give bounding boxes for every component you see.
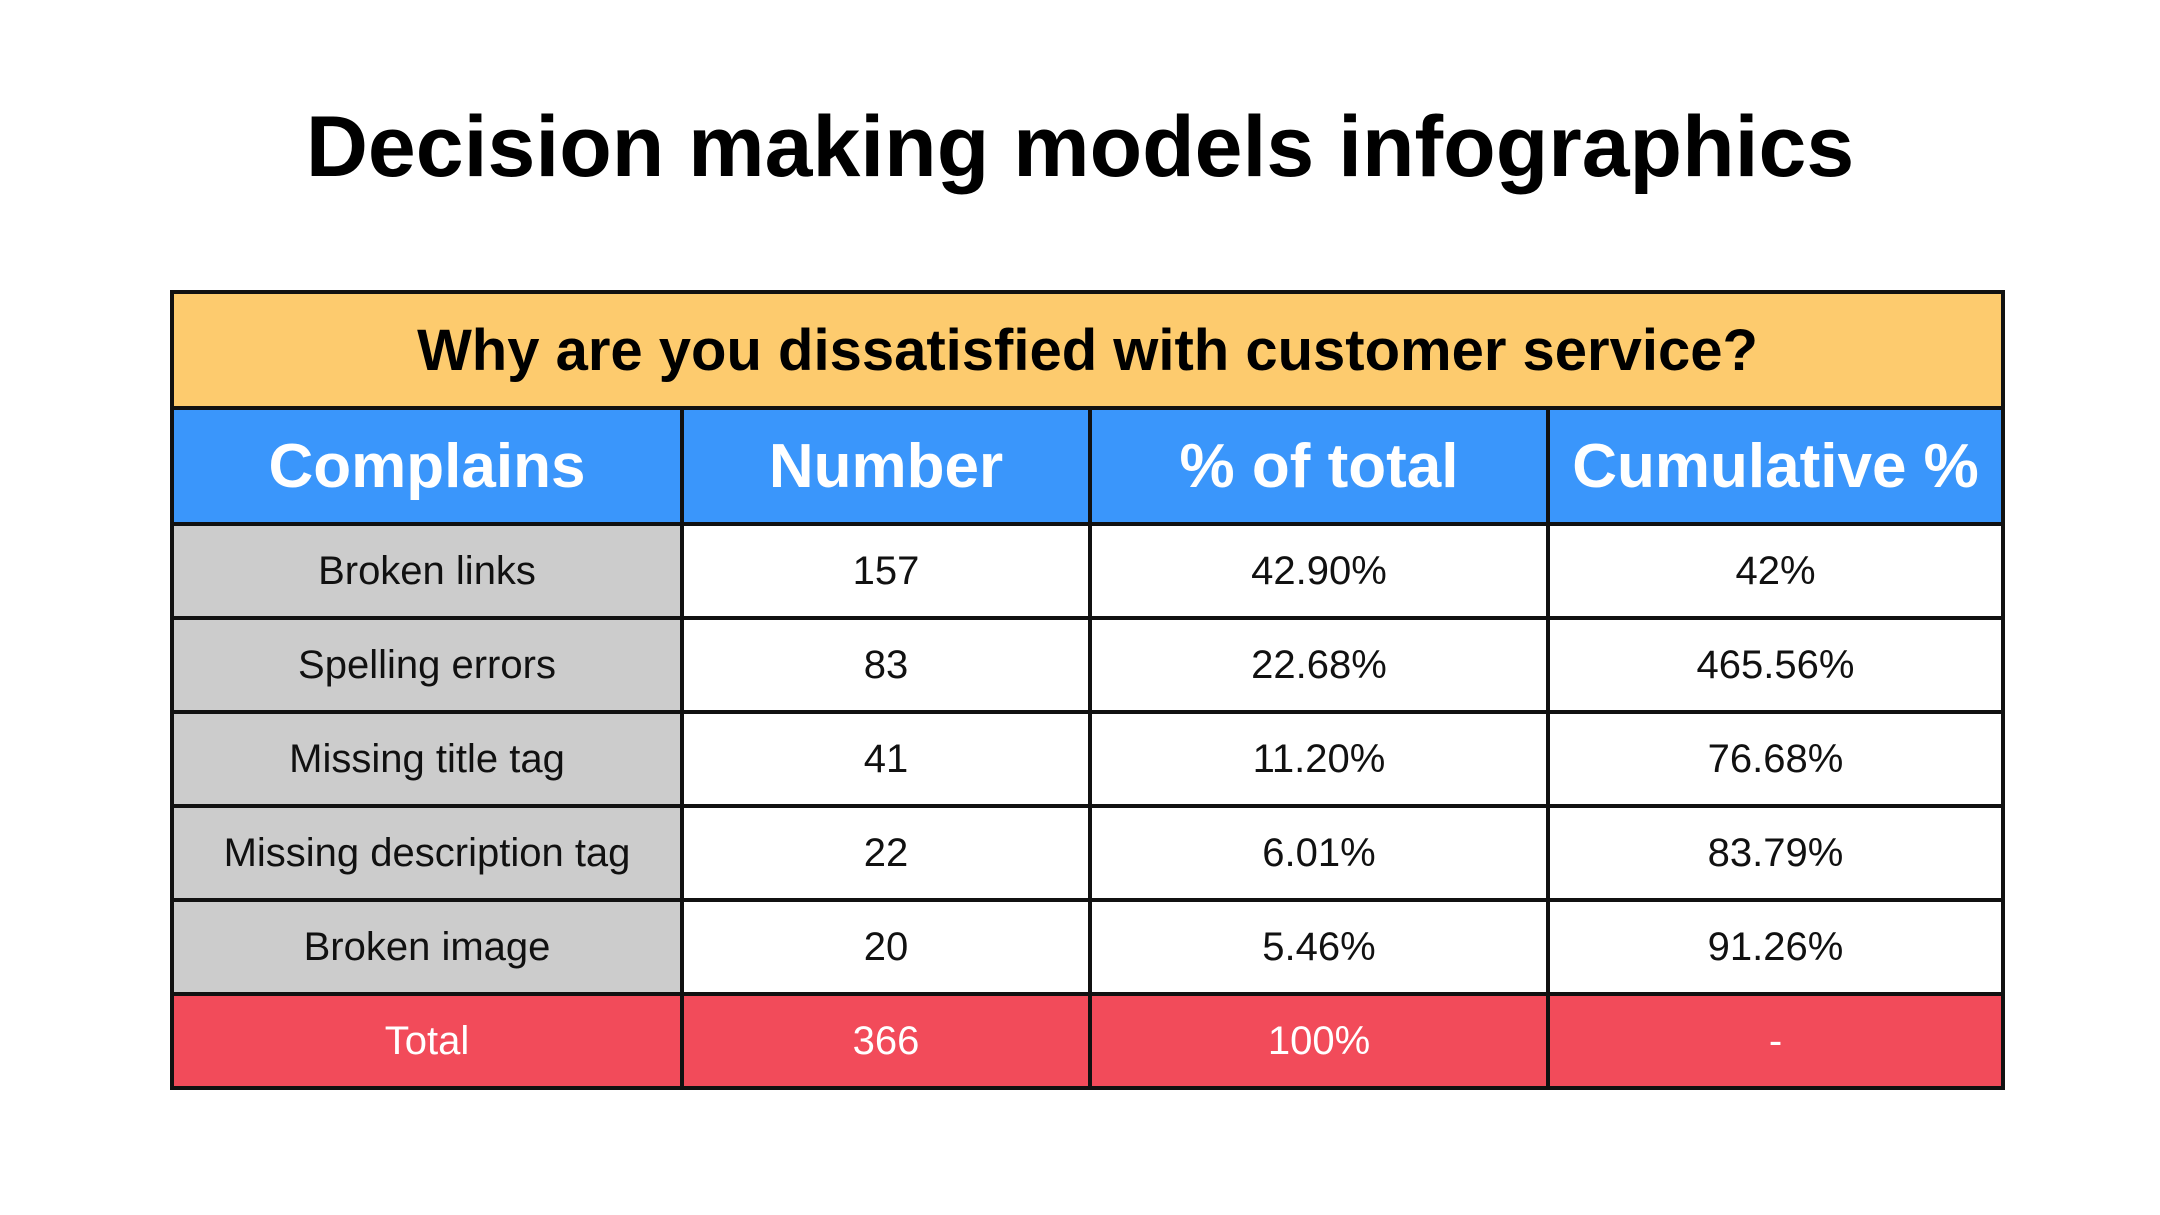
- column-header-percent-of-total: % of total: [1088, 406, 1550, 526]
- percent-of-total-cell: 5.46%: [1088, 898, 1550, 996]
- complaint-label: Broken links: [170, 522, 684, 620]
- table-caption-row: Why are you dissatisfied with customer s…: [169, 290, 2006, 410]
- total-percent: 100%: [1088, 992, 1550, 1090]
- cumulative-percent-cell: 91.26%: [1545, 898, 2006, 996]
- number-cell: 41: [680, 710, 1092, 808]
- complaint-label: Broken image: [170, 898, 684, 996]
- number-cell: 157: [680, 522, 1092, 620]
- page-title: Decision making models infographics: [305, 99, 1855, 195]
- total-row: Total 366 100% -: [170, 992, 2006, 1090]
- total-cumulative: -: [1545, 992, 2006, 1090]
- table-row: Broken image 20 5.46% 91.26%: [170, 898, 2006, 996]
- percent-of-total-cell: 22.68%: [1088, 616, 1550, 714]
- percent-of-total-cell: 42.90%: [1088, 522, 1550, 620]
- number-cell: 83: [680, 616, 1092, 714]
- number-cell: 20: [680, 898, 1092, 996]
- complaint-label: Spelling errors: [170, 616, 684, 714]
- column-header-number: Number: [680, 406, 1092, 526]
- table-row: Missing title tag 41 11.20% 76.68%: [170, 710, 2006, 808]
- percent-of-total-cell: 6.01%: [1088, 804, 1550, 902]
- cumulative-percent-cell: 465.56%: [1545, 616, 2006, 714]
- percent-of-total-cell: 11.20%: [1088, 710, 1550, 808]
- complaints-table: Why are you dissatisfied with customer s…: [169, 290, 2006, 1090]
- cumulative-percent-cell: 76.68%: [1545, 710, 2006, 808]
- complaint-label: Missing description tag: [170, 804, 684, 902]
- table-header-row: Complains Number % of total Cumulative %: [170, 406, 2006, 526]
- table-row: Broken links 157 42.90% 42%: [170, 522, 2006, 620]
- table-caption: Why are you dissatisfied with customer s…: [169, 290, 2006, 410]
- total-number: 366: [680, 992, 1092, 1090]
- complaint-label: Missing title tag: [170, 710, 684, 808]
- cumulative-percent-cell: 83.79%: [1545, 804, 2006, 902]
- cumulative-percent-cell: 42%: [1545, 522, 2006, 620]
- column-header-cumulative-percent: Cumulative %: [1545, 406, 2006, 526]
- table-row: Missing description tag 22 6.01% 83.79%: [170, 804, 2006, 902]
- column-header-complains: Complains: [170, 406, 684, 526]
- number-cell: 22: [680, 804, 1092, 902]
- total-label: Total: [170, 992, 684, 1090]
- table-row: Spelling errors 83 22.68% 465.56%: [170, 616, 2006, 714]
